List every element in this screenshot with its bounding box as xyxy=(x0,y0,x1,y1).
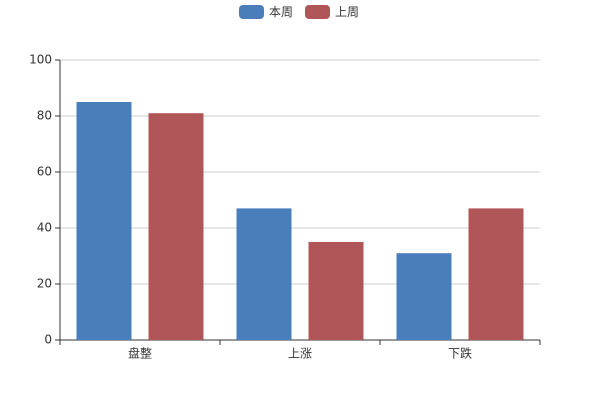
bar xyxy=(76,102,132,340)
y-tick-label: 40 xyxy=(37,221,52,235)
y-tick-label: 80 xyxy=(37,109,52,123)
x-tick-label: 上涨 xyxy=(288,346,312,361)
x-tick-label: 下跌 xyxy=(448,346,472,361)
bar xyxy=(148,113,204,340)
bar xyxy=(308,242,364,340)
legend-swatch[interactable] xyxy=(239,5,264,19)
bar xyxy=(396,253,452,340)
x-tick-label: 盘整 xyxy=(128,346,152,361)
bar xyxy=(236,208,292,340)
y-tick-label: 0 xyxy=(44,333,52,347)
legend-label[interactable]: 上周 xyxy=(335,5,359,19)
y-tick-label: 100 xyxy=(29,53,52,67)
bar xyxy=(468,208,524,340)
y-tick-label: 20 xyxy=(37,277,52,291)
legend-label[interactable]: 本周 xyxy=(269,5,293,19)
legend-swatch[interactable] xyxy=(305,5,330,19)
y-tick-label: 60 xyxy=(37,165,52,179)
